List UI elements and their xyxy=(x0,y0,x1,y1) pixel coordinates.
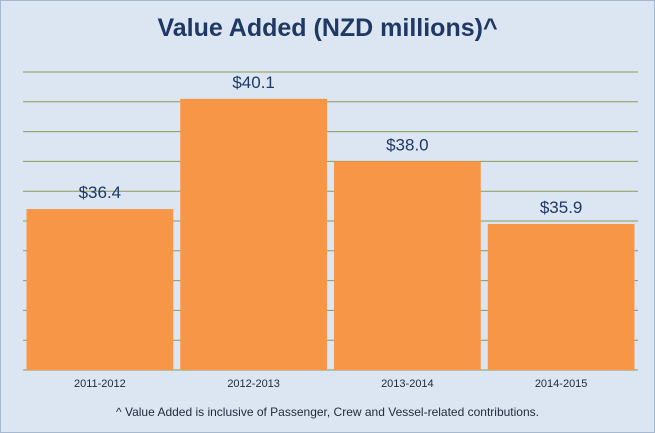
bar-2012-2013 xyxy=(180,98,327,370)
footnote: ^ Value Added is inclusive of Passenger,… xyxy=(116,405,539,419)
data-label-2013-2014: $38.0 xyxy=(386,135,429,154)
x-axis-tick-labels: 2011-2012 2012-2013 2013-2014 2014-2015 xyxy=(74,378,587,390)
bars xyxy=(26,98,635,370)
bar-2014-2015 xyxy=(487,223,635,370)
bar-2011-2012 xyxy=(26,209,174,370)
data-label-2012-2013: $40.1 xyxy=(232,73,275,92)
data-label-2011-2012: $36.4 xyxy=(79,183,122,202)
x-tick-label-2013-2014: 2013-2014 xyxy=(381,378,434,390)
x-tick-label-2014-2015: 2014-2015 xyxy=(535,378,588,390)
bar-2013-2014 xyxy=(334,161,481,370)
x-tick-label-2012-2013: 2012-2013 xyxy=(227,378,280,390)
x-tick-label-2011-2012: 2011-2012 xyxy=(74,378,126,390)
data-label-2014-2015: $35.9 xyxy=(540,198,583,217)
chart-title: Value Added (NZD millions)^ xyxy=(157,14,498,42)
data-labels: $36.4 $40.1 $38.0 $35.9 xyxy=(79,73,583,217)
